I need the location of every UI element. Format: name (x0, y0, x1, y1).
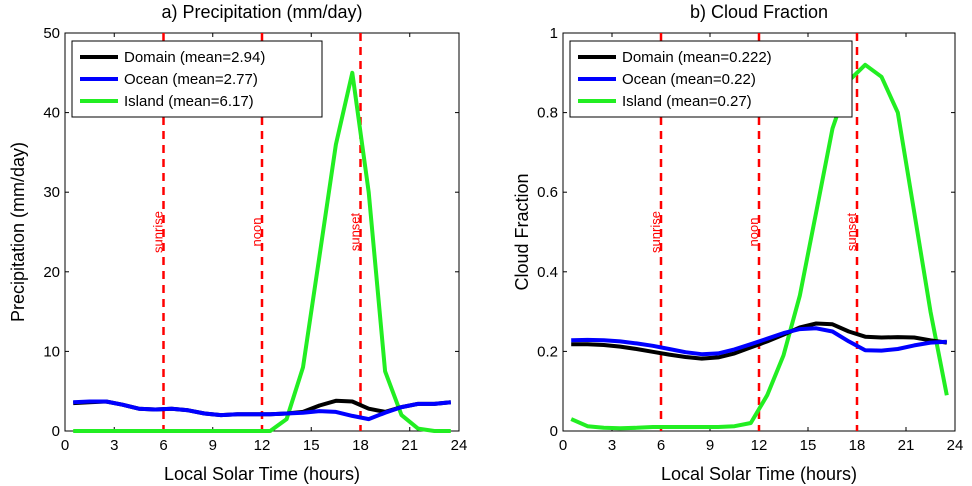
series-line-ocean (571, 326, 947, 357)
x-tick-label: 24 (451, 437, 468, 454)
x-tick-label: 21 (898, 437, 915, 454)
y-tick-label: 1 (550, 25, 558, 42)
legend-label: Island (mean=0.27) (622, 93, 752, 110)
chart-title: a) Precipitation (mm/day) (161, 2, 362, 22)
y-tick-label: 0.6 (537, 184, 558, 201)
y-tick-label: 40 (43, 105, 60, 122)
chart-title: b) Cloud Fraction (690, 2, 828, 22)
sunset-label: sunset (348, 212, 363, 251)
y-tick-label: 0 (550, 423, 558, 440)
y-axis-label: Precipitation (mm/day) (8, 142, 28, 322)
x-tick-label: 9 (209, 437, 217, 454)
y-tick-label: 30 (43, 184, 60, 201)
plot-area: 0 3 6 9 12 15 18 21 24 0 10 20 30 40 50 sunrise noon suns… (43, 25, 467, 454)
legend-box (569, 40, 853, 118)
sunrise-label: sunrise (151, 211, 166, 253)
x-tick-label: 24 (947, 437, 964, 454)
x-tick-label: 6 (657, 437, 665, 454)
x-tick-label: 9 (706, 437, 714, 454)
series-line-island (570, 62, 949, 431)
noon-label: noon (746, 218, 761, 247)
x-axis-label: Local Solar Time (hours) (164, 464, 360, 484)
y-axis-label: Cloud Fraction (512, 173, 532, 290)
x-tick-label: 15 (800, 437, 817, 454)
x-tick-label: 3 (110, 437, 118, 454)
y-tick-label: 0.8 (537, 105, 558, 122)
noon-label: noon (249, 218, 264, 247)
x-tick-label: 12 (751, 437, 768, 454)
plot-area: 0 3 6 9 12 15 18 21 24 0 0.2 0.4 0.6 0.8 1 sunrise noon s… (537, 25, 963, 454)
y-tick-label: 0 (52, 423, 60, 440)
x-tick-label: 18 (352, 437, 369, 454)
x-tick-label: 15 (303, 437, 320, 454)
y-tick-label: 20 (43, 264, 60, 281)
y-tick-label: 10 (43, 343, 60, 360)
legend-label: Island (mean=6.17) (124, 93, 254, 110)
x-tick-label: 21 (401, 437, 418, 454)
x-axis-label: Local Solar Time (hours) (661, 464, 857, 484)
series-line-ocean (73, 399, 451, 422)
sunrise-label: sunrise (648, 211, 663, 253)
x-tick-label: 3 (608, 437, 616, 454)
x-tick-label: 0 (559, 437, 567, 454)
legend-label: Domain (mean=2.94) (124, 49, 265, 66)
y-tick-label: 0.2 (537, 343, 558, 360)
sunset-label: sunset (844, 212, 859, 251)
cloud-fraction-panel: b) Cloud Fraction Local Solar Time (hour… (512, 2, 963, 484)
legend-label: Ocean (mean=0.22) (622, 71, 756, 88)
x-tick-label: 12 (254, 437, 271, 454)
x-tick-label: 18 (849, 437, 866, 454)
x-tick-label: 6 (159, 437, 167, 454)
y-tick-label: 0.4 (537, 264, 558, 281)
legend-label: Domain (mean=0.222) (622, 49, 772, 66)
legend-label: Ocean (mean=2.77) (124, 71, 258, 88)
series-line-domain (571, 321, 948, 361)
x-tick-label: 0 (61, 437, 69, 454)
series-line-island (73, 70, 451, 433)
precipitation-panel: a) Precipitation (mm/day) Local Solar Ti… (8, 2, 467, 484)
y-tick-label: 50 (43, 25, 60, 42)
